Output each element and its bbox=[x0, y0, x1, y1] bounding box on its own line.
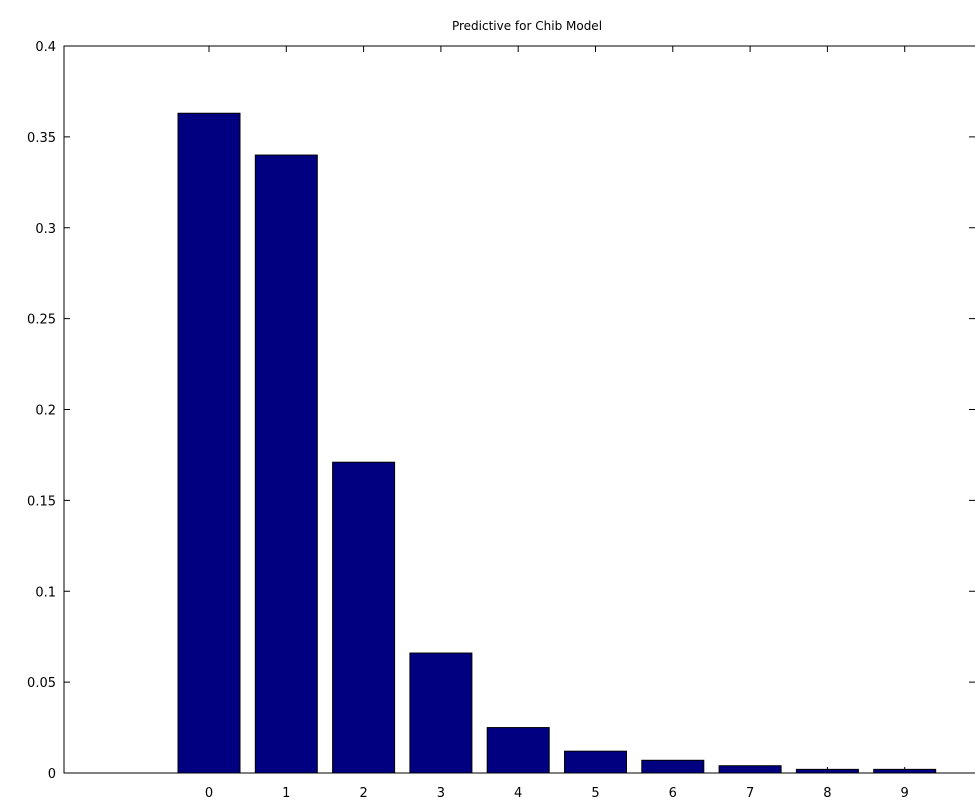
x-tick-label: 5 bbox=[591, 786, 599, 801]
bar-8 bbox=[795, 768, 859, 774]
y-tick-label: 0.35 bbox=[27, 131, 56, 146]
y-tick-label: 0.4 bbox=[35, 40, 56, 55]
x-tick-label: 0 bbox=[205, 786, 213, 801]
bar-0 bbox=[177, 112, 241, 774]
x-axis: 0 1 2 3 4 5 6 7 8 9 bbox=[205, 46, 909, 801]
y-tick-label: 0.25 bbox=[27, 313, 56, 328]
bar-2 bbox=[332, 461, 396, 774]
bar-1 bbox=[254, 154, 318, 774]
bar-7 bbox=[718, 765, 782, 774]
bars bbox=[177, 112, 937, 774]
y-tick-label: 0.05 bbox=[27, 676, 56, 691]
x-tick-label: 8 bbox=[823, 786, 831, 801]
bar-9 bbox=[873, 768, 937, 774]
bar-5 bbox=[564, 750, 627, 774]
x-tick-label: 3 bbox=[437, 786, 445, 801]
bar-6 bbox=[641, 759, 705, 774]
x-tick-label: 2 bbox=[359, 786, 367, 801]
y-tick-label: 0.15 bbox=[27, 494, 56, 509]
x-tick-label: 4 bbox=[514, 786, 522, 801]
bar-3 bbox=[409, 652, 473, 774]
y-tick-label: 0.3 bbox=[35, 222, 56, 237]
y-tick-label: 0.2 bbox=[35, 404, 56, 419]
y-tick-label: 0 bbox=[48, 767, 56, 782]
y-tick-label: 0.1 bbox=[35, 585, 56, 600]
bar-4 bbox=[486, 727, 550, 774]
x-tick-label: 6 bbox=[669, 786, 677, 801]
y-axis: 0 0.05 0.1 0.15 0.2 0.25 0.3 0.35 0.4 bbox=[27, 40, 975, 782]
chart-title: Predictive for Chib Model bbox=[452, 19, 602, 33]
x-tick-label: 9 bbox=[901, 786, 909, 801]
x-tick-label: 1 bbox=[282, 786, 290, 801]
x-tick-label: 7 bbox=[746, 786, 754, 801]
